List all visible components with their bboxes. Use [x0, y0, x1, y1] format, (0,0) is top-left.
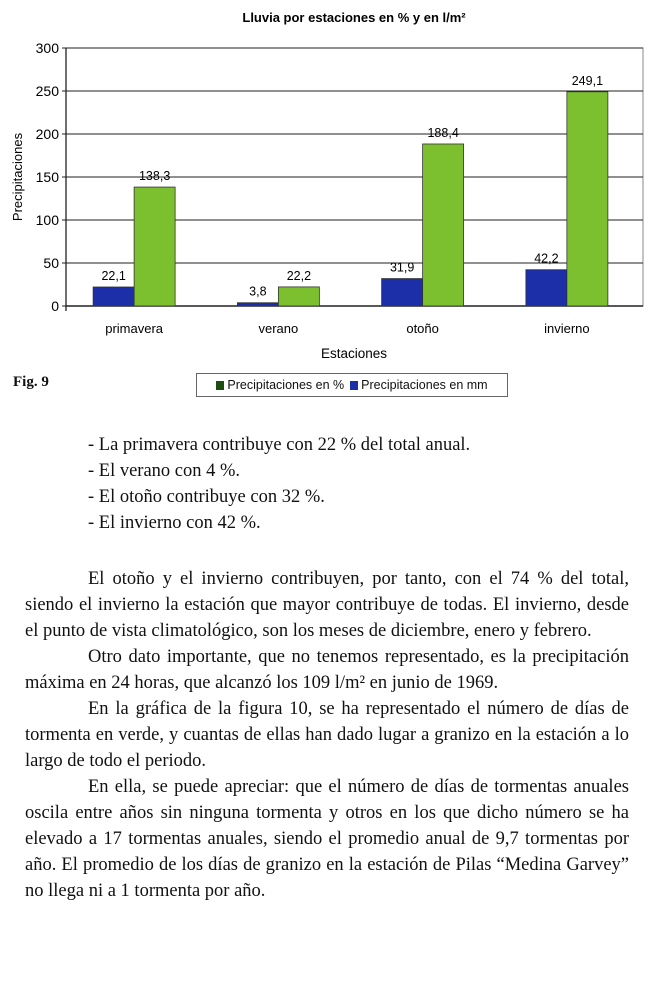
x-tick-label: otoño: [406, 321, 439, 336]
data-label: 22,2: [287, 269, 311, 283]
body-text: - La primavera contribuye con 22 % del t…: [25, 432, 629, 904]
paragraph: El otoño y el invierno contribuyen, por …: [25, 569, 629, 641]
legend-item-percent: Precipitaciones en %: [216, 378, 344, 392]
paragraph: En la gráfica de la figura 10, se ha rep…: [25, 699, 629, 771]
data-label: 249,1: [572, 74, 603, 88]
bar: [236, 302, 279, 307]
x-tick-label: primavera: [105, 321, 164, 336]
data-label: 42,2: [534, 252, 558, 266]
x-axis-label: Estaciones: [321, 346, 387, 361]
legend-swatch-blue: [350, 381, 359, 391]
chart-title: Lluvia por estaciones en % y en l/m²: [242, 10, 466, 25]
bullet-item: - El invierno con 42 %.: [88, 513, 261, 533]
paragraph: En ella, se puede apreciar: que el númer…: [25, 777, 629, 901]
y-tick-label: 150: [36, 169, 60, 185]
x-tick-label: invierno: [544, 321, 590, 336]
chart-legend: Precipitaciones en % Precipitaciones en …: [196, 373, 508, 397]
legend-swatch-green: [216, 381, 225, 391]
bullet-item: - El verano con 4 %.: [88, 461, 241, 481]
y-axis-label: Precipitaciones: [10, 132, 25, 221]
y-tick-label: 250: [36, 83, 60, 99]
bar: [381, 278, 424, 307]
data-label: 138,3: [139, 169, 170, 183]
bar: [525, 269, 568, 307]
data-label: 3,8: [249, 285, 266, 299]
legend-item-mm: Precipitaciones en mm: [350, 378, 488, 392]
bar: [92, 286, 135, 307]
data-label: 188,4: [427, 126, 458, 140]
bar: [133, 186, 176, 307]
bar-chart: Lluvia por estaciones en % y en l/m² 0 50…: [10, 10, 644, 361]
data-label: 31,9: [390, 261, 414, 275]
bullet-list: - La primavera contribuye con 22 % del t…: [25, 432, 629, 536]
y-tick-label: 200: [36, 126, 60, 142]
y-tick-label: 100: [36, 212, 60, 228]
bullet-item: - La primavera contribuye con 22 % del t…: [88, 435, 471, 455]
bullet-item: - El otoño contribuye con 32 %.: [88, 487, 325, 507]
paragraph: Otro dato importante, que no tenemos rep…: [25, 647, 629, 693]
y-tick-label: 0: [51, 298, 59, 314]
data-label: 22,1: [101, 269, 125, 283]
figure-label: Fig. 9: [13, 374, 49, 390]
bar: [566, 91, 609, 307]
bar: [277, 286, 320, 307]
y-tick-label: 300: [36, 40, 60, 56]
y-tick-label: 50: [43, 255, 59, 271]
x-tick-label: verano: [259, 321, 299, 336]
bar: [422, 143, 465, 307]
